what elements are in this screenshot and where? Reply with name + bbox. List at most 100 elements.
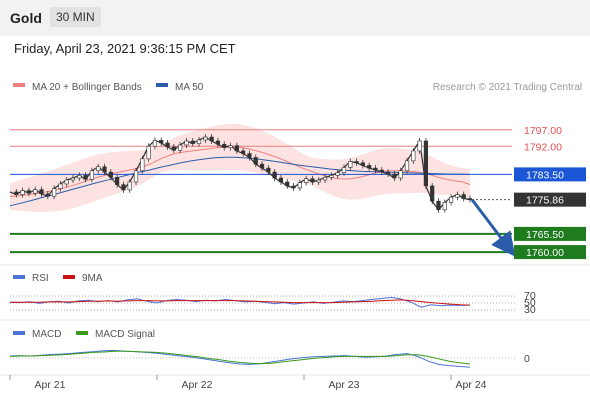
candle-body [341, 167, 347, 174]
legend-swatch-macd-signal [76, 331, 88, 335]
research-credit: Research © 2021 Trading Central [433, 82, 582, 93]
rsi-label-50: 50 [524, 297, 536, 309]
candle-body [14, 191, 19, 195]
candle-body [304, 178, 309, 183]
candle-body [102, 166, 107, 173]
candle-body [404, 160, 410, 172]
candle-body [215, 140, 221, 145]
candle-body [335, 172, 340, 176]
macd-line [9, 349, 471, 368]
candle-body [152, 140, 158, 147]
candle-body [171, 146, 176, 151]
candle-body [146, 145, 151, 160]
candle-body [77, 175, 82, 179]
candle-body [108, 171, 113, 178]
x-tick-label: Apr 24 [456, 379, 487, 391]
candle-body [121, 184, 126, 191]
candle-body [165, 142, 170, 148]
legend-label-macd: MACD [32, 329, 61, 340]
macd-legend: MACD MACD Signal [13, 329, 155, 340]
candle-body [253, 157, 258, 165]
legend-label-macd-signal: MACD Signal [95, 329, 155, 340]
legend-swatch-rsi [13, 275, 25, 279]
x-tick-label: Apr 23 [329, 379, 360, 391]
candle-body [39, 189, 44, 195]
level-badge-1765 [514, 226, 586, 241]
candle-body [448, 196, 454, 203]
ma20-line [9, 146, 471, 197]
rsi-label-30: 30 [524, 304, 536, 316]
level-badge-1760 [514, 245, 586, 260]
candle-body [442, 202, 447, 211]
rsi-label-70: 70 [524, 290, 536, 302]
candle-body [385, 171, 391, 175]
candle-body [26, 190, 32, 194]
candle-body [310, 178, 315, 183]
legend-swatch-macd [13, 331, 25, 335]
timeframe-badge[interactable]: 30 MIN [50, 7, 101, 27]
candle-body [285, 181, 290, 187]
level-badge-1783 [514, 167, 586, 182]
legend-label-ma50: MA 50 [175, 82, 204, 93]
legend-label-ma20: MA 20 + Bollinger Bands [32, 82, 142, 93]
legend-label-rsi: RSI [32, 273, 49, 284]
x-axis: Apr 21 Apr 22 Apr 23 Apr 24 [9, 375, 487, 391]
candle-body [329, 175, 334, 178]
chart-datetime: Friday, April 23, 2021 9:36:15 PM CET [14, 41, 236, 56]
legend-swatch-ma20 [13, 83, 25, 87]
candle-body [259, 163, 265, 169]
candle-body [423, 140, 428, 187]
level-label-last: 1775.86 [526, 195, 564, 207]
candle-body [322, 177, 328, 181]
candle-body [241, 150, 246, 154]
candle-body [96, 166, 101, 172]
candle-body [89, 170, 95, 180]
candle-body [159, 140, 164, 144]
x-tick-label: Apr 22 [182, 379, 213, 391]
candle-body [222, 144, 227, 148]
candle-body [45, 193, 50, 197]
level-badge-last [514, 192, 586, 207]
candle-body [140, 158, 145, 172]
top-bar: Gold 30 MIN [0, 0, 590, 36]
candle-body [83, 175, 88, 180]
x-tick-label: Apr 21 [35, 379, 66, 391]
price-legend: MA 20 + Bollinger Bands MA 50 [13, 82, 204, 93]
legend-swatch-9ma [63, 275, 75, 279]
candle-body [33, 189, 38, 194]
ma50-line [9, 156, 471, 207]
candle-body [291, 185, 296, 189]
candle-body [398, 170, 403, 179]
rsi-line [9, 296, 471, 308]
price-candles [14, 134, 473, 213]
symbol-title: Gold [10, 10, 42, 26]
level-label-1792: 1792.00 [524, 141, 562, 153]
rsi-legend: RSI 9MA [13, 273, 103, 284]
candle-body [20, 190, 25, 195]
macd-label-zero: 0 [524, 353, 530, 365]
candle-body [272, 171, 277, 179]
candle-body [354, 161, 359, 164]
candle-body [417, 140, 422, 152]
candle-body [203, 136, 208, 141]
candle-body [196, 139, 202, 144]
candle-body [348, 161, 353, 168]
candle-body [115, 177, 120, 185]
rsi-9ma-line [10, 299, 471, 306]
candle-body [178, 144, 183, 151]
candle-body [127, 181, 132, 191]
candle-body [64, 179, 69, 185]
candle-body [184, 140, 189, 146]
candle-body [455, 194, 460, 198]
candle-body [266, 167, 271, 173]
candle-body [190, 140, 195, 144]
candle-body [70, 177, 76, 181]
candle-body [209, 136, 214, 142]
macd-signal-line [9, 350, 471, 365]
projection-arrow [470, 198, 516, 257]
candle-body [467, 198, 473, 200]
candle-body [58, 183, 63, 189]
candle-body [367, 165, 372, 169]
candle-body [228, 145, 233, 148]
